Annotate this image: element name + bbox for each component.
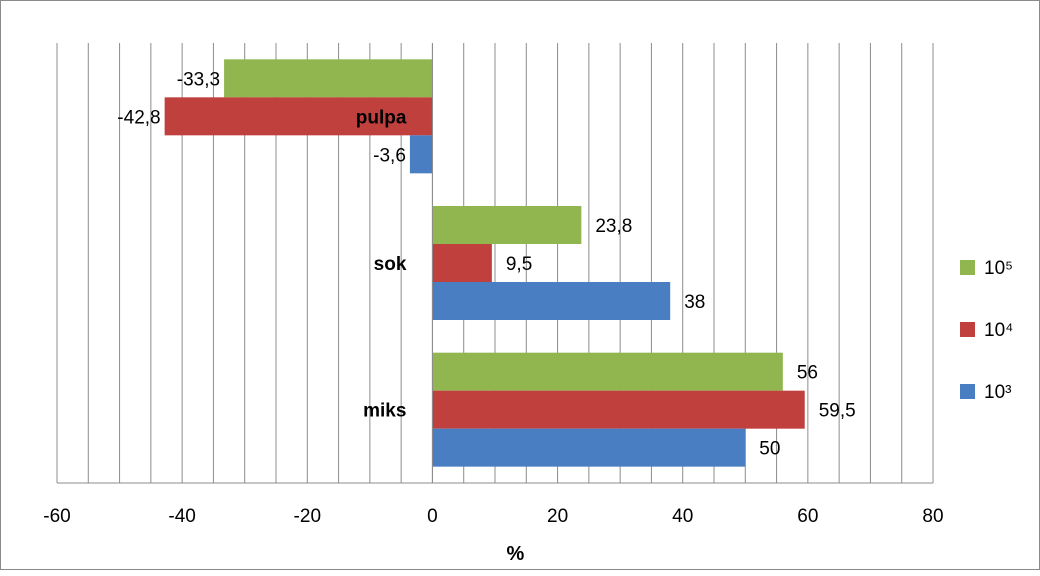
- x-tick-label: 0: [427, 506, 438, 527]
- legend-label-104: 10⁴: [984, 320, 1013, 341]
- category-label-sok: sok: [374, 254, 407, 275]
- x-tick-label: -40: [168, 506, 195, 527]
- bar-miks-104: [432, 390, 805, 429]
- category-label-miks: miks: [363, 401, 406, 422]
- legend-label-105: 10⁵: [984, 258, 1013, 279]
- bar-miks-105: [432, 352, 783, 391]
- data-label-sok-104: 9,5: [506, 254, 532, 275]
- data-label-sok-103: 38: [684, 292, 705, 313]
- bar-pulpa-104: [164, 97, 433, 136]
- bar-sok-105: [432, 206, 582, 244]
- data-label-miks-103: 50: [759, 439, 780, 460]
- data-label-sok-105: 23,8: [595, 216, 632, 237]
- x-tick-label: 60: [797, 506, 818, 527]
- x-tick-label: 80: [922, 506, 943, 527]
- bar-sok-103: [432, 282, 671, 320]
- bars: [164, 59, 805, 467]
- legend-label-103: 10³: [984, 382, 1011, 403]
- data-label-pulpa-104: -42,8: [117, 107, 160, 128]
- data-label-pulpa-105: -33,3: [177, 69, 220, 90]
- x-axis-title: %: [507, 543, 525, 565]
- legend-swatch-103: [960, 384, 975, 399]
- data-label-miks-105: 56: [797, 363, 818, 384]
- x-tick-label: -60: [43, 506, 70, 527]
- legend: 10⁵ 10⁴ 10³: [960, 258, 1013, 403]
- data-label-miks-104: 59,5: [819, 401, 856, 422]
- data-label-pulpa-103: -3,6: [373, 145, 406, 166]
- category-label-pulpa: pulpa: [356, 107, 407, 128]
- legend-swatch-104: [960, 322, 975, 337]
- x-tick-label: 40: [672, 506, 693, 527]
- bar-miks-103: [432, 428, 746, 467]
- x-tick-label: 20: [547, 506, 568, 527]
- bar-sok-104: [432, 244, 492, 282]
- bar-pulpa-103: [409, 135, 433, 174]
- x-tick-label: -20: [294, 506, 321, 527]
- legend-swatch-105: [960, 260, 975, 275]
- axes: pulpa sok miks -60 -40 -20 0 20 40 60 80%: [43, 43, 944, 565]
- bar-pulpa-105: [224, 59, 433, 98]
